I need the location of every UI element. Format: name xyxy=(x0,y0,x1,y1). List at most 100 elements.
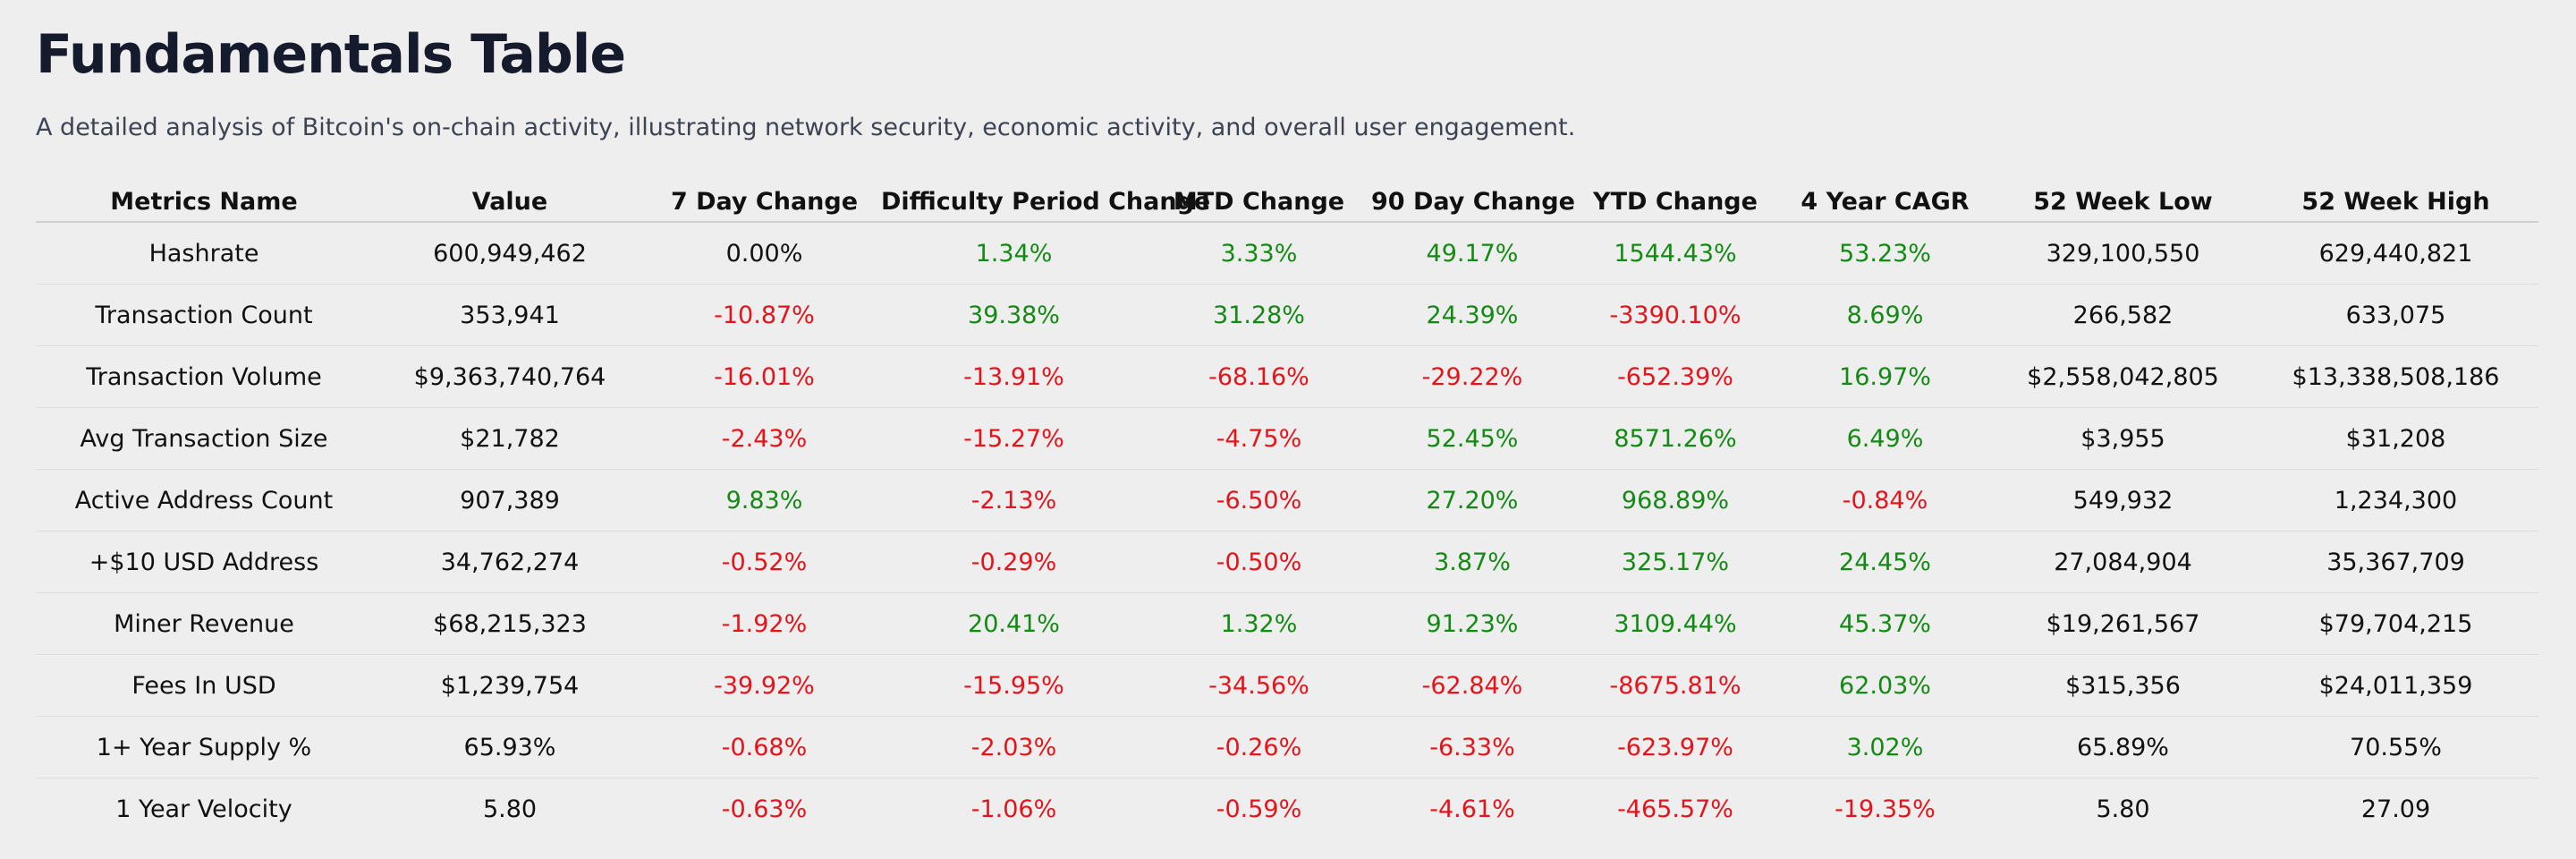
cell: 1.32% xyxy=(1147,592,1371,655)
table-row: Hashrate 600,949,462 0.00% 1.34% 3.33% 49.17%… xyxy=(36,222,2538,285)
cell: $24,011,359 xyxy=(2253,654,2538,717)
cell: 20.41% xyxy=(881,592,1147,655)
cell: 53.23% xyxy=(1777,222,1993,285)
cell: -0.63% xyxy=(721,795,808,823)
table-row: Avg Transaction Size $21,782 -2.43% -15.27%… xyxy=(36,407,2538,470)
cell: 6.49% xyxy=(1777,407,1993,470)
cell: -15.95% xyxy=(881,654,1147,717)
cell: 91.23% xyxy=(1371,592,1573,655)
cell: 3109.44% xyxy=(1573,592,1777,655)
table-row: Transaction Count 353,941 -10.87% 39.38% 31.… xyxy=(36,284,2538,346)
column-header: Difficulty Period Change xyxy=(881,174,1210,223)
cell: -62.84% xyxy=(1371,654,1573,717)
cell: -2.43% xyxy=(648,407,881,470)
cell: 39.38% xyxy=(881,284,1147,346)
cell: 549,932 xyxy=(1993,469,2253,532)
table-row: 1 Year Velocity 5.80 -0.63% -1.06% -0.59% -4.… xyxy=(36,778,2538,840)
cell: 353,941 xyxy=(372,284,648,346)
cell: 3.02% xyxy=(1777,716,1993,778)
cell: 1.34% xyxy=(881,222,1147,285)
cell: $19,261,567 xyxy=(1993,592,2253,655)
cell: $315,356 xyxy=(1993,654,2253,717)
cell: -0.29% xyxy=(881,531,1147,593)
cell: -68.16% xyxy=(1147,345,1371,408)
cell: -1.06% xyxy=(970,795,1057,823)
table-row: Fees In USD $1,239,754 -39.92% -15.95% -34.5… xyxy=(36,654,2538,717)
cell: 5.80 xyxy=(2096,795,2150,823)
cell: 600,949,462 xyxy=(372,222,648,285)
cell: 325.17% xyxy=(1573,531,1777,593)
cell: $9,363,740,764 xyxy=(372,345,648,408)
cell: -623.97% xyxy=(1573,716,1777,778)
cell: $1,239,754 xyxy=(372,654,648,717)
cell: 5.80 xyxy=(482,795,538,823)
cell: 3.33% xyxy=(1147,222,1371,285)
table-row: 1+ Year Supply % 65.93% -0.68% -2.03% -0.26%… xyxy=(36,716,2538,778)
metric-name: Transaction Count xyxy=(36,284,372,346)
cell: 329,100,550 xyxy=(1993,222,2253,285)
cell: 62.03% xyxy=(1777,654,1993,717)
cell: 9.83% xyxy=(648,469,881,532)
subtitle: A detailed analysis of Bitcoin's on-chai… xyxy=(36,114,1576,141)
cell: $68,215,323 xyxy=(372,592,648,655)
cell: 70.55% xyxy=(2253,716,2538,778)
cell: 968.89% xyxy=(1573,469,1777,532)
metric-name: Avg Transaction Size xyxy=(36,407,372,470)
cell: -39.92% xyxy=(648,654,881,717)
column-header: Metrics Name xyxy=(36,174,372,223)
cell: -34.56% xyxy=(1147,654,1371,717)
cell: -10.87% xyxy=(648,284,881,346)
cell: -29.22% xyxy=(1371,345,1573,408)
cell: -4.61% xyxy=(1429,795,1515,823)
cell: -19.35% xyxy=(1835,795,1936,823)
column-header: MTD Change xyxy=(1147,174,1371,223)
metric-name: Transaction Volume xyxy=(36,345,372,408)
cell: -4.75% xyxy=(1147,407,1371,470)
column-header: 52 Week Low xyxy=(1993,174,2253,223)
cell: -6.33% xyxy=(1371,716,1573,778)
cell: $13,338,508,186 xyxy=(2253,345,2538,408)
cell: 633,075 xyxy=(2253,284,2538,346)
cell: 24.39% xyxy=(1371,284,1573,346)
cell: -3390.10% xyxy=(1573,284,1777,346)
cell: $31,208 xyxy=(2253,407,2538,470)
cell: -13.91% xyxy=(881,345,1147,408)
cell: -8675.81% xyxy=(1573,654,1777,717)
table-row: Transaction Volume $9,363,740,764 -16.01% -… xyxy=(36,345,2538,408)
fundamentals-table: Metrics Name Value 7 Day Change Difficulty … xyxy=(36,174,2538,839)
cell: 65.93% xyxy=(372,716,648,778)
cell: 1544.43% xyxy=(1573,222,1777,285)
cell: $2,558,042,805 xyxy=(1993,345,2253,408)
column-header: YTD Change xyxy=(1573,174,1777,223)
cell: 0.00% xyxy=(648,222,881,285)
cell: -465.57% xyxy=(1617,795,1733,823)
column-header: 4 Year CAGR xyxy=(1777,174,1993,223)
cell: 1,234,300 xyxy=(2253,469,2538,532)
cell: 8.69% xyxy=(1777,284,1993,346)
header-row: Metrics Name Value 7 Day Change Difficulty … xyxy=(36,174,2538,223)
cell: -0.68% xyxy=(648,716,881,778)
cell: -0.26% xyxy=(1147,716,1371,778)
cell: 31.28% xyxy=(1147,284,1371,346)
column-header: Value xyxy=(372,174,648,223)
cell: -0.52% xyxy=(648,531,881,593)
cell: 8571.26% xyxy=(1573,407,1777,470)
column-header: 7 Day Change xyxy=(648,174,881,223)
cell: 907,389 xyxy=(372,469,648,532)
metric-name: +$10 USD Address xyxy=(36,531,372,593)
cell: -0.59% xyxy=(1216,795,1302,823)
cell: 27.20% xyxy=(1371,469,1573,532)
cell: 629,440,821 xyxy=(2253,222,2538,285)
cell: 24.45% xyxy=(1777,531,1993,593)
table-row: +$10 USD Address 34,762,274 -0.52% -0.29% -0… xyxy=(36,531,2538,593)
cell: -0.50% xyxy=(1147,531,1371,593)
cell: 16.97% xyxy=(1777,345,1993,408)
metric-name: Active Address Count xyxy=(36,469,372,532)
metric-name: 1 Year Velocity xyxy=(115,795,292,823)
cell: 27,084,904 xyxy=(1993,531,2253,593)
title: Fundamentals Table xyxy=(36,23,626,86)
cell: -0.84% xyxy=(1777,469,1993,532)
column-header: 90 Day Change xyxy=(1371,174,1575,223)
